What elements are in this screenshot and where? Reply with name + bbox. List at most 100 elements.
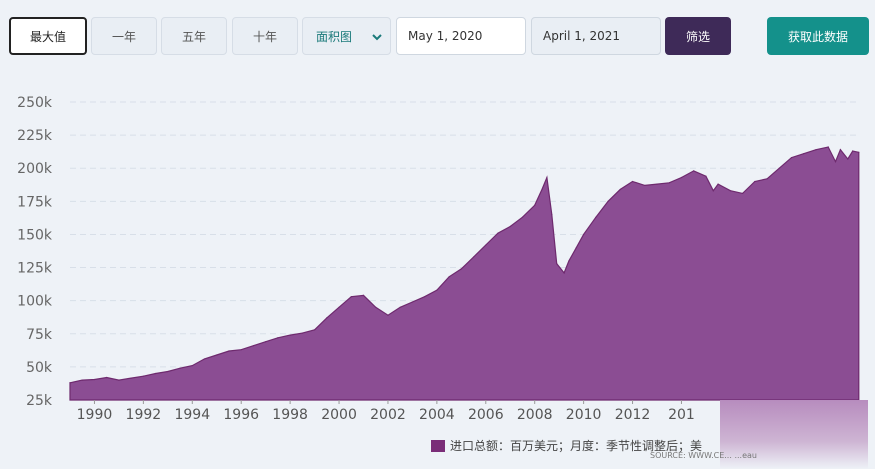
data-point	[546, 176, 548, 179]
data-point	[485, 244, 487, 246]
fetch-data-button[interactable]: 获取此数据	[767, 17, 869, 55]
data-point	[607, 200, 609, 202]
x-tick-label: 1998	[272, 407, 308, 423]
data-point	[203, 358, 206, 360]
data-point	[265, 341, 267, 343]
y-tick-label: 25k	[26, 393, 53, 409]
data-point	[680, 176, 683, 179]
max-range-button[interactable]: 最大值	[9, 17, 87, 55]
data-point	[668, 182, 670, 184]
x-tick-label: 2010	[566, 407, 602, 423]
toolbar: 最大值 一年 五年 十年 面积图 May 1, 2020 April 1, 20…	[0, 0, 875, 70]
data-point	[644, 184, 646, 187]
data-point	[289, 334, 291, 336]
x-tick-label: 1990	[77, 407, 113, 423]
data-point	[815, 149, 817, 151]
data-point	[179, 367, 181, 369]
data-point	[847, 158, 849, 160]
legend-label: 进口总额：百万美元；月度：季节性调整后；美	[450, 439, 703, 453]
data-point	[803, 153, 805, 155]
data-point	[313, 329, 316, 331]
data-point	[631, 180, 634, 183]
source-note: SOURCE: WWW.CE... ...eau	[650, 451, 757, 460]
five-year-button[interactable]: 五年	[161, 17, 227, 55]
chevron-down-icon	[372, 34, 382, 41]
data-point	[460, 268, 462, 270]
legend-swatch	[431, 439, 445, 452]
data-point	[754, 180, 756, 183]
data-point	[81, 379, 83, 381]
y-tick-label: 200k	[17, 161, 53, 177]
data-point	[858, 151, 860, 153]
data-point	[551, 213, 553, 216]
data-point	[778, 167, 780, 169]
data-point	[375, 306, 377, 308]
data-point	[656, 183, 658, 185]
data-point	[509, 225, 511, 228]
data-point	[521, 216, 524, 218]
data-point	[106, 376, 108, 379]
x-tick-label: 1996	[223, 407, 259, 423]
data-point	[729, 190, 731, 192]
data-point	[619, 188, 621, 191]
data-point	[69, 382, 71, 384]
data-point	[497, 232, 499, 234]
chart-type-select[interactable]: 面积图	[302, 17, 391, 55]
filter-button[interactable]: 筛选	[665, 17, 731, 55]
plot-area	[69, 146, 860, 401]
data-point	[130, 377, 132, 379]
data-point	[387, 314, 389, 316]
data-point	[301, 332, 303, 334]
data-point	[362, 294, 365, 296]
data-point	[705, 175, 707, 177]
data-point	[693, 170, 695, 172]
end-date-input[interactable]: April 1, 2021	[531, 17, 661, 55]
data-point	[93, 378, 96, 381]
data-point	[839, 149, 842, 151]
y-tick-label: 75k	[26, 327, 53, 343]
series-area	[69, 146, 860, 401]
data-point	[411, 301, 414, 303]
data-point	[338, 306, 340, 308]
x-tick-label: 2006	[468, 407, 504, 423]
x-tick-label: 2002	[370, 407, 406, 423]
data-point	[534, 204, 536, 206]
data-point	[575, 247, 577, 249]
x-tick-label: 2008	[517, 407, 553, 423]
data-point	[583, 233, 585, 236]
y-tick-label: 125k	[17, 261, 53, 277]
data-point	[595, 216, 597, 218]
ten-year-button[interactable]: 十年	[232, 17, 298, 55]
data-point	[216, 354, 218, 356]
data-point	[240, 349, 242, 351]
y-tick-label: 250k	[17, 95, 53, 111]
data-point	[448, 276, 450, 278]
data-point	[834, 161, 837, 163]
data-point	[712, 190, 714, 192]
data-point	[436, 289, 438, 291]
legend: 进口总额：百万美元；月度：季节性调整后；美	[431, 437, 702, 454]
x-tick-label: 1994	[174, 407, 210, 423]
data-point	[541, 188, 543, 191]
data-point	[424, 296, 426, 298]
data-point	[277, 337, 279, 339]
data-point	[717, 183, 719, 185]
data-point	[563, 272, 565, 274]
x-tick-label: 1992	[126, 407, 162, 423]
data-point	[142, 375, 144, 377]
y-axis: 25k 50k 75k 100k 125k 150k 175k 200k 225k 250k	[17, 95, 53, 409]
start-date-input[interactable]: May 1, 2020	[396, 17, 526, 55]
chart-type-label: 面积图	[316, 29, 353, 44]
data-point	[191, 364, 193, 367]
data-point	[742, 192, 744, 194]
data-point	[852, 150, 854, 152]
y-tick-label: 50k	[26, 360, 53, 376]
y-tick-label: 100k	[17, 294, 53, 310]
data-point	[472, 256, 475, 258]
data-point	[326, 317, 328, 319]
one-year-button[interactable]: 一年	[91, 17, 157, 55]
data-point	[252, 345, 255, 347]
data-point	[790, 157, 793, 159]
data-point	[155, 372, 157, 375]
